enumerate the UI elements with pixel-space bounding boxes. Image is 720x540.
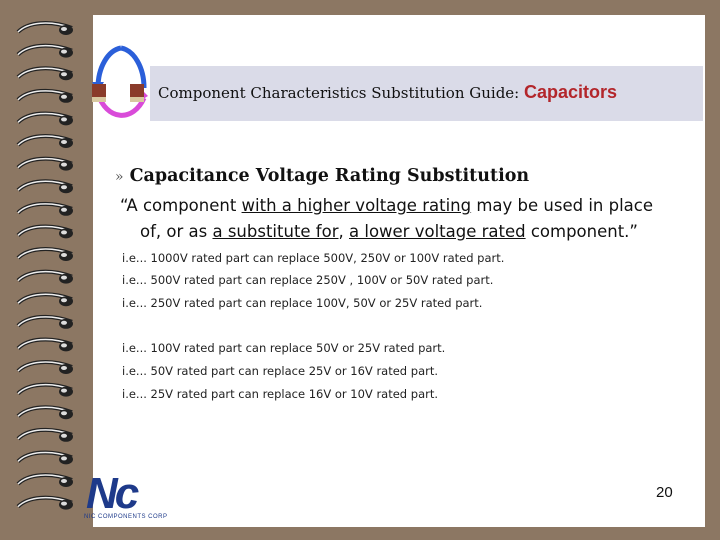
header-band bbox=[150, 66, 703, 121]
example-line: i.e... 250V rated part can replace 100V,… bbox=[122, 296, 483, 310]
ring bbox=[61, 140, 67, 144]
quote-segment: with a higher voltage rating bbox=[241, 196, 472, 215]
quote-segment: a substitute for bbox=[212, 222, 339, 241]
swap-icon bbox=[92, 45, 148, 118]
ring bbox=[61, 117, 67, 122]
quote-segment: may be used in place bbox=[471, 196, 654, 215]
quote-line: of, or as a substitute for, a lower volt… bbox=[140, 222, 638, 241]
example-line: i.e... 1000V rated part can replace 500V… bbox=[122, 251, 505, 265]
bullet: » bbox=[115, 169, 124, 185]
header-highlight: Capacitors bbox=[524, 82, 618, 102]
ring bbox=[61, 162, 67, 167]
quote-segment: a lower voltage rated bbox=[349, 222, 526, 241]
ring bbox=[61, 49, 67, 54]
ring bbox=[61, 343, 67, 348]
ring bbox=[61, 411, 67, 416]
quote-segment: , bbox=[338, 222, 349, 241]
ring bbox=[61, 501, 67, 506]
ring bbox=[61, 27, 67, 31]
ring bbox=[61, 185, 67, 190]
heading-text: Capacitance Voltage Rating Substitution bbox=[129, 166, 530, 186]
header-title: Component Characteristics Substitution G… bbox=[158, 84, 520, 102]
ring bbox=[61, 72, 67, 77]
header: Component Characteristics Substitution G… bbox=[158, 82, 617, 103]
quote-line: “A component with a higher voltage ratin… bbox=[120, 196, 653, 215]
ring bbox=[61, 366, 67, 370]
quote-segment: of, or as bbox=[140, 222, 213, 241]
example-line: i.e... 100V rated part can replace 50V o… bbox=[122, 341, 446, 355]
ring bbox=[61, 298, 67, 303]
quote-segment: component.” bbox=[525, 222, 638, 241]
ring bbox=[61, 94, 67, 99]
ring bbox=[61, 388, 67, 393]
page-number: 20 bbox=[656, 484, 673, 501]
example-line: i.e... 50V rated part can replace 25V or… bbox=[122, 364, 439, 378]
ring bbox=[61, 275, 67, 280]
example-line: i.e... 500V rated part can replace 250V … bbox=[122, 273, 494, 287]
ring bbox=[61, 253, 67, 257]
logo-caption: NIC COMPONENTS CORP bbox=[84, 514, 168, 520]
quote-segment: “A component bbox=[120, 196, 242, 215]
ring bbox=[61, 433, 67, 438]
ring bbox=[61, 230, 67, 235]
ring bbox=[61, 207, 67, 212]
ring bbox=[61, 479, 67, 483]
ring bbox=[61, 456, 67, 461]
ring bbox=[61, 320, 67, 325]
example-line: i.e... 25V rated part can replace 16V or… bbox=[122, 387, 439, 401]
logo: Nc bbox=[86, 469, 139, 518]
heading: » Capacitance Voltage Rating Substitution bbox=[115, 166, 529, 186]
